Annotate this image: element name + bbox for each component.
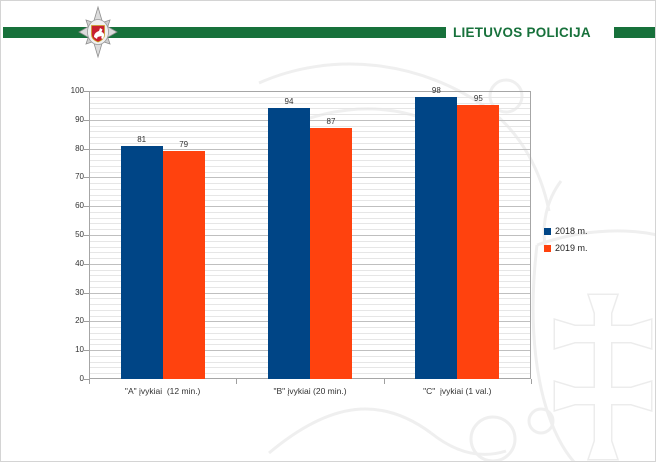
y-axis-label: 100 <box>70 86 84 95</box>
bar-2019m-0 <box>162 151 205 379</box>
legend-swatch <box>544 244 551 252</box>
y-axis-tick <box>84 321 89 323</box>
y-axis-label: 20 <box>75 316 84 326</box>
y-axis-tick <box>84 206 89 208</box>
y-axis-label: 90 <box>75 114 84 124</box>
y-axis-label: 30 <box>75 287 84 297</box>
bar-value-label: 98 <box>431 85 441 95</box>
legend-item-2018m: 2018 m. <box>544 226 588 236</box>
x-axis-category-label: "C" įvykiai (1 val.) <box>423 386 492 396</box>
y-axis-label: 40 <box>75 258 84 268</box>
y-axis-label: 70 <box>75 172 84 182</box>
police-badge-icon <box>78 5 118 59</box>
y-axis-tick <box>84 91 89 92</box>
bar-2019m-1 <box>310 128 352 379</box>
gridline-minor <box>90 102 530 104</box>
vytis-knight <box>94 28 105 39</box>
y-axis-tick <box>84 148 89 150</box>
y-axis-label: 80 <box>75 143 84 153</box>
y-axis-tick <box>84 235 89 236</box>
gridline-minor <box>90 114 530 116</box>
x-axis-tick <box>383 379 385 384</box>
x-axis-tick <box>236 379 238 384</box>
bar-value-label: 81 <box>137 134 147 144</box>
y-axis-tick <box>84 177 89 179</box>
gridline-minor <box>90 125 530 127</box>
legend-item-2019m: 2019 m. <box>544 243 588 253</box>
x-axis-category-label: "B" įvykiai (20 min.) <box>273 386 347 396</box>
y-axis-tick <box>84 379 89 380</box>
header-green-bar-left <box>3 27 446 38</box>
x-axis-tick <box>89 379 90 384</box>
y-axis-label: 60 <box>75 201 84 211</box>
y-axis-tick <box>84 350 89 352</box>
bar-value-label: 87 <box>326 117 336 127</box>
legend-label: 2018 m. <box>555 226 588 236</box>
y-axis-label: 50 <box>75 230 84 239</box>
y-axis-tick <box>84 119 89 121</box>
header-title: LIETUVOS POLICIJA <box>453 24 591 40</box>
y-axis-label: 0 <box>79 374 84 383</box>
bar-value-label: 79 <box>179 140 189 150</box>
gridline-major <box>90 119 530 121</box>
legend-label: 2019 m. <box>555 243 588 253</box>
bar-value-label: 95 <box>473 94 483 104</box>
bar-2019m-2 <box>457 105 500 379</box>
gridline-minor <box>90 96 530 98</box>
header-green-bar-right <box>614 27 655 38</box>
legend-swatch <box>544 227 551 235</box>
y-axis-tick <box>84 292 89 294</box>
y-axis-label: 10 <box>75 345 84 355</box>
bar-2018m-1 <box>268 108 310 379</box>
bar-2018m-2 <box>415 96 458 379</box>
x-axis-tick <box>531 379 532 384</box>
bar-value-label: 94 <box>284 97 294 107</box>
x-axis-category-label: "A" įvykiai (12 min.) <box>124 386 201 396</box>
y-axis-tick <box>84 263 89 265</box>
gridline-minor <box>90 108 530 110</box>
bar-2018m-0 <box>120 145 163 379</box>
